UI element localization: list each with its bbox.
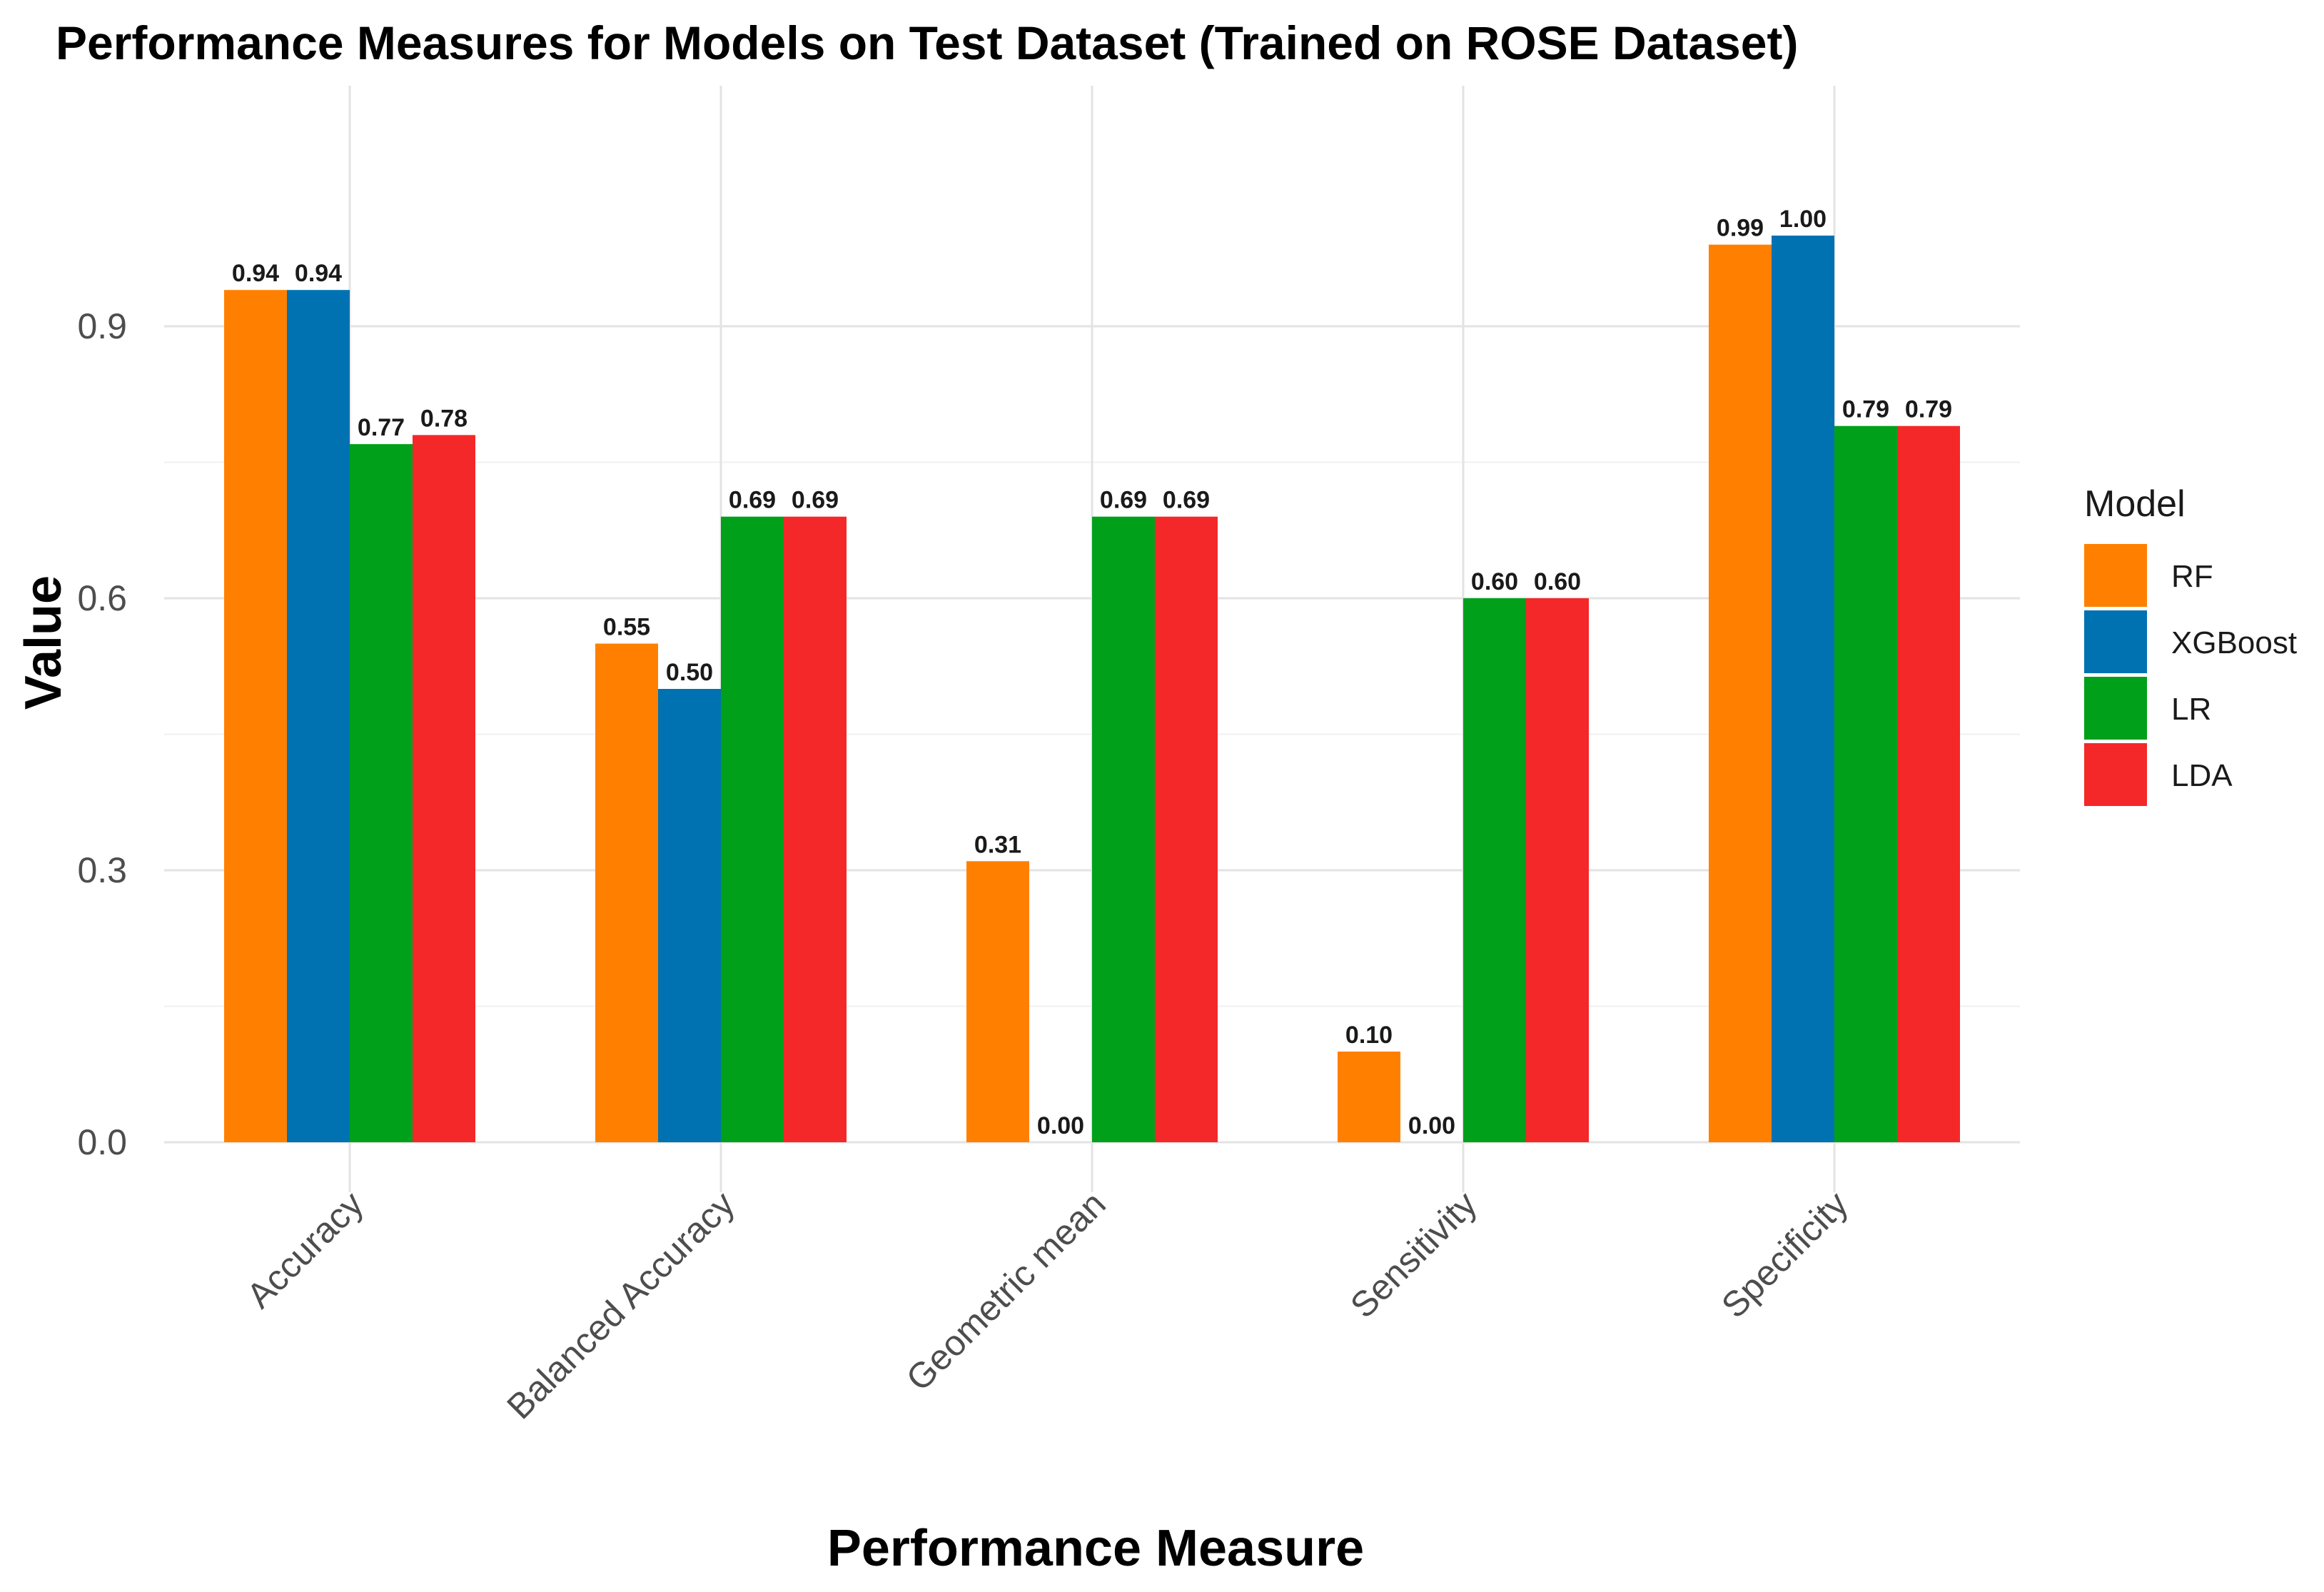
data-label: 0.94 — [295, 260, 342, 287]
bar-rf-specificity — [1709, 244, 1772, 1143]
legend-key-xgboost — [2084, 610, 2147, 673]
legend-label-lda: LDA — [2171, 758, 2233, 793]
bar-xgboost-accuracy — [287, 290, 350, 1143]
bar-lr-specificity — [1834, 425, 1897, 1142]
data-label: 0.94 — [232, 260, 279, 287]
y-tick-label: 0.0 — [77, 1122, 127, 1162]
legend-key-lr — [2084, 677, 2147, 740]
bar-lr-accuracy — [350, 444, 413, 1142]
data-label: 0.00 — [1037, 1112, 1084, 1139]
legend-key-rf — [2084, 544, 2147, 607]
legend: Model RF XGBoost LR LDA — [2084, 483, 2297, 806]
data-label: 0.79 — [1905, 396, 1952, 423]
bar-rf-geometric-mean — [966, 861, 1029, 1142]
bar-lr-geometric-mean — [1092, 516, 1155, 1142]
data-label: 0.69 — [1100, 487, 1147, 514]
bar-xgboost-specificity — [1772, 236, 1834, 1142]
data-label: 0.10 — [1345, 1022, 1393, 1049]
data-label: 0.31 — [974, 831, 1021, 858]
y-tick-label: 0.9 — [77, 306, 127, 346]
bar-lda-sensitivity — [1526, 598, 1589, 1142]
chart-title: Performance Measures for Models on Test … — [56, 16, 1798, 69]
legend-label-xgboost: XGBoost — [2171, 625, 2297, 660]
bar-rf-accuracy — [224, 290, 287, 1143]
y-axis-title: Value — [15, 575, 72, 710]
bar-lda-balanced-accuracy — [784, 516, 847, 1142]
data-label: 1.00 — [1779, 206, 1827, 233]
data-label: 0.69 — [1163, 487, 1210, 514]
bar-lda-accuracy — [413, 435, 475, 1142]
x-axis-title: Performance Measure — [827, 1520, 1364, 1577]
data-label: 0.60 — [1534, 568, 1581, 595]
data-label: 0.78 — [420, 405, 468, 432]
data-label: 0.60 — [1471, 568, 1518, 595]
data-label: 0.55 — [603, 614, 650, 641]
bar-lda-specificity — [1897, 425, 1960, 1142]
data-label: 0.99 — [1717, 215, 1764, 242]
data-label: 0.00 — [1408, 1112, 1455, 1139]
legend-key-lda — [2084, 743, 2147, 806]
bars — [224, 236, 1960, 1143]
bar-xgboost-balanced-accuracy — [658, 689, 721, 1142]
y-axis-ticks: 0.0 0.3 0.6 0.9 — [77, 306, 127, 1162]
data-label: 0.79 — [1842, 396, 1889, 423]
bar-lda-geometric-mean — [1155, 516, 1218, 1142]
legend-label-lr: LR — [2171, 692, 2211, 727]
data-labels: 0.94 0.94 0.77 0.78 0.55 0.50 0.69 0.69 0.31 0.00… — [232, 206, 1952, 1139]
y-tick-label: 0.3 — [77, 850, 127, 890]
y-tick-label: 0.6 — [77, 578, 127, 618]
data-label: 0.50 — [666, 659, 713, 686]
bar-rf-sensitivity — [1338, 1052, 1400, 1142]
legend-label-rf: RF — [2171, 559, 2213, 594]
bar-lr-balanced-accuracy — [721, 516, 784, 1142]
bar-rf-balanced-accuracy — [595, 643, 658, 1142]
data-label: 0.69 — [792, 487, 839, 514]
data-label: 0.77 — [358, 414, 405, 441]
legend-title: Model — [2084, 483, 2186, 525]
bar-lr-sensitivity — [1463, 598, 1526, 1142]
data-label: 0.69 — [729, 487, 776, 514]
